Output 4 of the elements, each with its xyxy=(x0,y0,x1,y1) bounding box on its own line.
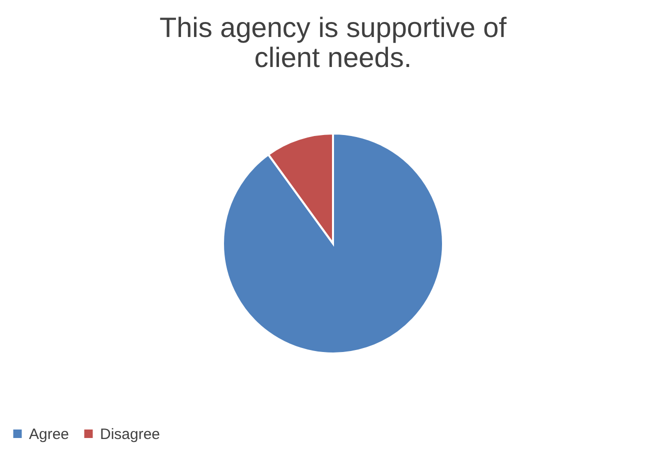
legend-label: Disagree xyxy=(100,426,160,443)
chart-title: This agency is supportive of client needs. xyxy=(159,12,507,73)
legend-label: Agree xyxy=(29,426,70,443)
pie-slice xyxy=(222,132,444,354)
